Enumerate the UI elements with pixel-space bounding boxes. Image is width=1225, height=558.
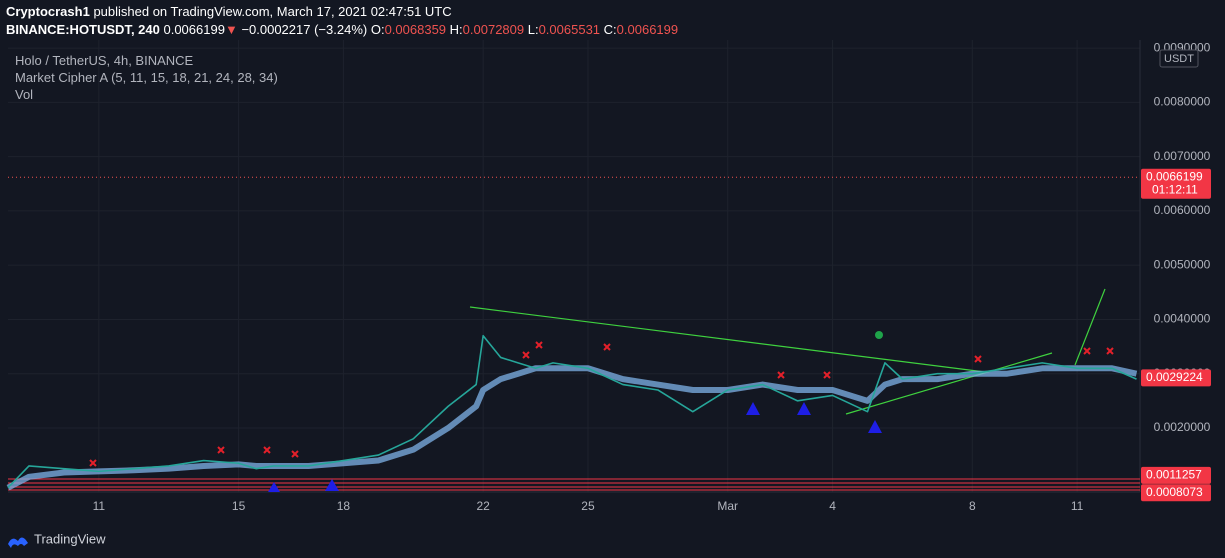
y-tick-label: 0.0070000 (1154, 149, 1211, 163)
legend-indicator: Market Cipher A (5, 11, 15, 18, 21, 24, … (15, 70, 278, 85)
ohlc-key: L: (527, 22, 539, 37)
legend-title: Holo / TetherUS, 4h, BINANCE (15, 53, 194, 68)
ohlc: O:0.0068359 H:0.0072809 L:0.0065531 C:0.… (371, 22, 678, 37)
symbol: BINANCE:HOTUSDT, 240 (6, 22, 160, 37)
buy-signals (268, 402, 882, 492)
x-tick-label: 11 (93, 499, 106, 513)
unit-label: USDT (1164, 53, 1194, 65)
price-label-box (1141, 369, 1211, 387)
support-lines (8, 478, 1140, 491)
price-line (7, 334, 1137, 489)
published: published on TradingView.com, March 17, … (93, 4, 452, 19)
ohlc-value: 0.0068359 (384, 22, 447, 37)
price-label: 0.0008073 (1146, 485, 1203, 499)
change: −0.0002217 (−3.24%) (241, 22, 368, 37)
price-label-box (1141, 168, 1211, 199)
y-tick-label: 0.0040000 (1154, 312, 1211, 326)
signal-dot (875, 331, 883, 339)
ohlc-key: C: (603, 22, 617, 37)
x-tick-label: 11 (1071, 499, 1084, 513)
publish-line: Cryptocrash1 published on TradingView.co… (6, 4, 452, 19)
x-tick-label: 22 (476, 499, 490, 513)
ohlc-value: 0.0072809 (462, 22, 525, 37)
arrow: ▼ (224, 22, 238, 37)
plot (6, 176, 1140, 491)
x-tick-label: 25 (581, 499, 595, 513)
sell-signals (89, 341, 1114, 467)
last: 0.0066199 (163, 22, 225, 37)
price-label: 0.0011257 (1146, 468, 1202, 482)
price-label-box (1141, 466, 1211, 484)
ohlc-key: O: (370, 22, 385, 37)
price-label-box (1141, 484, 1211, 502)
unit-box (1159, 49, 1199, 68)
y-tick-label: 0.0050000 (1154, 257, 1211, 271)
y-tick-label: 0.0020000 (1154, 420, 1211, 434)
grid (8, 40, 1140, 492)
x-tick-label: 15 (232, 499, 246, 513)
publisher: Cryptocrash1 (6, 4, 90, 19)
price-label: 0.0029224 (1146, 370, 1203, 384)
brand: TradingView (34, 531, 106, 546)
y-tick-label: 0.0080000 (1154, 95, 1211, 109)
y-tick-label: 0.0060000 (1154, 203, 1211, 217)
ohlc-value: 0.0066199 (616, 22, 679, 37)
x-tick-label: 8 (969, 499, 976, 513)
countdown: 01:12:11 (1152, 182, 1198, 196)
price-label: 0.0066199 (1146, 169, 1203, 183)
x-tick-label: 18 (337, 499, 351, 513)
price-axis: 0.00200000.00300000.00400000.00500000.00… (93, 40, 1211, 513)
ohlc-line: BINANCE:HOTUSDT, 240 0.0066199▼ −0.00022… (6, 22, 678, 37)
legend-volume: Vol (15, 87, 34, 102)
ohlc-value: 0.0065531 (538, 22, 601, 37)
trendlines (469, 288, 1106, 415)
tv-logo (8, 537, 28, 548)
x-tick-label: Mar (717, 499, 738, 513)
x-tick-label: 4 (829, 499, 836, 513)
ohlc-key: H: (449, 22, 463, 37)
